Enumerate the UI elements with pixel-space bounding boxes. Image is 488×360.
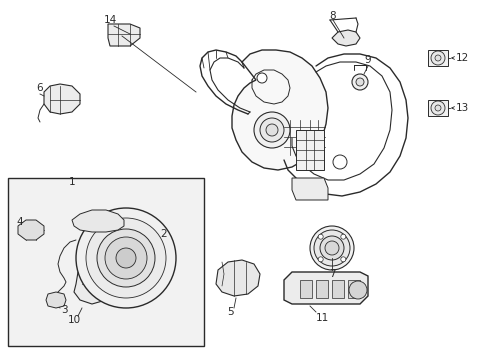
Circle shape: [116, 248, 136, 268]
Circle shape: [319, 236, 343, 260]
Circle shape: [257, 73, 266, 83]
Polygon shape: [231, 50, 327, 170]
Text: 11: 11: [315, 313, 328, 323]
Text: 7: 7: [328, 269, 335, 279]
Circle shape: [97, 229, 155, 287]
Text: 14: 14: [103, 15, 116, 25]
Bar: [8, 178, 203, 346]
Text: 4: 4: [17, 217, 23, 227]
Circle shape: [348, 281, 366, 299]
Bar: [347, 280, 359, 298]
Circle shape: [340, 234, 345, 239]
Polygon shape: [44, 84, 80, 114]
Text: 9: 9: [364, 55, 370, 65]
Bar: [331, 280, 343, 298]
Text: 6: 6: [37, 83, 43, 93]
Circle shape: [318, 234, 323, 239]
Polygon shape: [291, 178, 327, 200]
Polygon shape: [46, 292, 66, 308]
Circle shape: [355, 78, 363, 86]
Polygon shape: [284, 272, 367, 304]
Circle shape: [313, 230, 349, 266]
Text: 5: 5: [226, 307, 233, 317]
Text: 12: 12: [454, 53, 468, 63]
Circle shape: [265, 124, 278, 136]
Text: 10: 10: [67, 315, 81, 325]
Polygon shape: [295, 130, 324, 170]
Circle shape: [260, 118, 284, 142]
Circle shape: [76, 208, 176, 308]
Circle shape: [434, 55, 440, 61]
Circle shape: [332, 155, 346, 169]
Circle shape: [325, 241, 338, 255]
Circle shape: [309, 226, 353, 270]
Circle shape: [105, 237, 147, 279]
Polygon shape: [18, 220, 44, 240]
Circle shape: [434, 105, 440, 111]
Polygon shape: [72, 210, 124, 232]
Circle shape: [253, 112, 289, 148]
Circle shape: [351, 74, 367, 90]
Text: 8: 8: [329, 11, 336, 21]
Bar: [299, 280, 311, 298]
Polygon shape: [427, 100, 447, 116]
Polygon shape: [74, 262, 116, 304]
Bar: [315, 280, 327, 298]
Text: 2: 2: [161, 229, 167, 239]
Circle shape: [340, 257, 345, 262]
Polygon shape: [427, 50, 447, 66]
Polygon shape: [108, 24, 140, 46]
Text: 13: 13: [454, 103, 468, 113]
Circle shape: [430, 51, 444, 65]
Circle shape: [430, 101, 444, 115]
Circle shape: [94, 280, 106, 292]
Circle shape: [318, 257, 323, 262]
Text: 1: 1: [68, 177, 75, 187]
Text: 3: 3: [61, 305, 67, 315]
Polygon shape: [216, 260, 260, 296]
Circle shape: [86, 218, 165, 298]
Polygon shape: [331, 30, 359, 46]
